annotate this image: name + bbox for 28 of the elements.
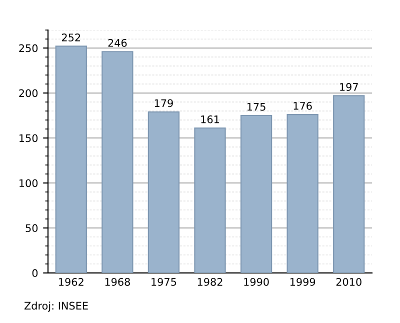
- y-tick-label: 150: [20, 134, 38, 142]
- data-label: 197: [340, 83, 358, 91]
- x-tick-label: 1999: [290, 278, 316, 286]
- x-tick-label: 2010: [336, 278, 362, 286]
- bar: [240, 114, 272, 273]
- bar: [102, 51, 134, 273]
- y-tick-label: 100: [20, 179, 38, 188]
- y-tick-label: 200: [19, 89, 38, 98]
- x-tick-label: 1962: [59, 278, 84, 286]
- text: Zdroj: INSEE: [24, 302, 88, 312]
- bar: [55, 46, 87, 273]
- y-tick-label: 0: [32, 269, 38, 278]
- data-label: 179: [154, 99, 173, 108]
- y-tick-label: 250: [19, 44, 38, 52]
- data-label: 161: [201, 115, 219, 124]
- x-tick-label: 1968: [105, 278, 130, 286]
- bar: [286, 114, 318, 273]
- data-label: 176: [294, 102, 312, 110]
- x-tick-label: 1990: [244, 278, 269, 286]
- y-tick-label: 50: [26, 224, 38, 232]
- bar: [333, 95, 365, 273]
- x-tick-label: 1982: [198, 278, 222, 286]
- x-tick-label: 1975: [152, 278, 176, 286]
- data-label: 175: [247, 102, 266, 111]
- data-label: 252: [62, 34, 80, 42]
- data-label: 246: [108, 38, 127, 47]
- bar: [148, 111, 180, 273]
- bar: [194, 128, 226, 273]
